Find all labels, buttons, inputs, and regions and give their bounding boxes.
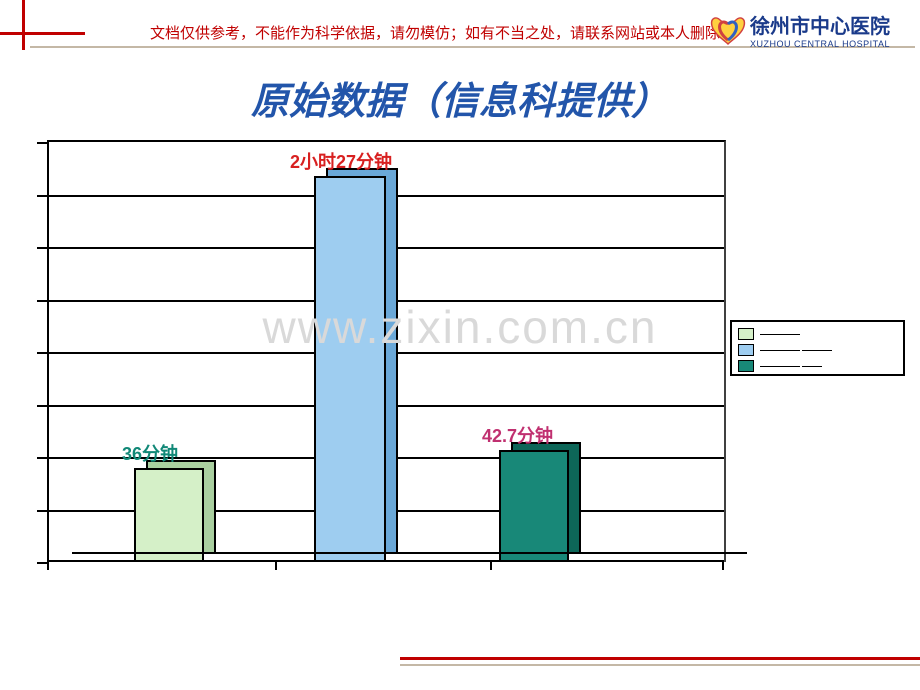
x-tick (47, 560, 49, 570)
x-tick (722, 560, 724, 570)
footer-gray-line (400, 664, 920, 666)
bar-1-label: 36分钟 (122, 440, 178, 466)
legend-line (802, 350, 832, 351)
legend-line (802, 366, 822, 367)
legend-row (738, 342, 897, 358)
disclaimer-text: 文档仅供参考，不能作为科学依据，请勿模仿；如有不当之处，请联系网站或本人删除。 (150, 22, 735, 43)
x-axis (47, 560, 722, 562)
footer-red-line (400, 657, 920, 660)
y-tick (37, 195, 49, 197)
y-tick (37, 247, 49, 249)
bar-2 (314, 176, 401, 562)
bar-2-label: 2小时27分钟 (290, 148, 392, 174)
legend-line (760, 350, 800, 351)
chart-area: 36分钟 2小时27分钟 42.7分钟 (22, 140, 722, 600)
bar-3 (499, 450, 584, 562)
heart-logo-icon (710, 14, 746, 46)
bar-3-label: 42.7分钟 (482, 422, 553, 448)
hospital-name-cn: 徐州市中心医院 (750, 10, 890, 39)
plot-area (47, 140, 726, 562)
header-red-vertical (22, 0, 25, 50)
x-tick (275, 560, 277, 570)
legend-row (738, 358, 897, 374)
hospital-name-en: XUZHOU CENTRAL HOSPITAL (750, 39, 890, 49)
y-tick (37, 510, 49, 512)
bar-1 (134, 468, 219, 563)
x-tick (490, 560, 492, 570)
legend-row (738, 326, 897, 342)
legend-swatch-2 (738, 344, 754, 356)
y-tick (37, 352, 49, 354)
legend-line (760, 334, 800, 335)
y-tick (37, 405, 49, 407)
y-tick (37, 457, 49, 459)
legend-swatch-3 (738, 360, 754, 372)
legend-swatch-1 (738, 328, 754, 340)
page-title: 原始数据（信息科提供） (0, 70, 920, 125)
y-tick (37, 142, 49, 144)
x-axis-back (72, 552, 747, 554)
hospital-logo: 徐州市中心医院 XUZHOU CENTRAL HOSPITAL (710, 10, 890, 49)
chart-legend (730, 320, 905, 376)
header-red-horizontal (0, 32, 85, 35)
y-tick (37, 300, 49, 302)
legend-line (760, 366, 800, 367)
